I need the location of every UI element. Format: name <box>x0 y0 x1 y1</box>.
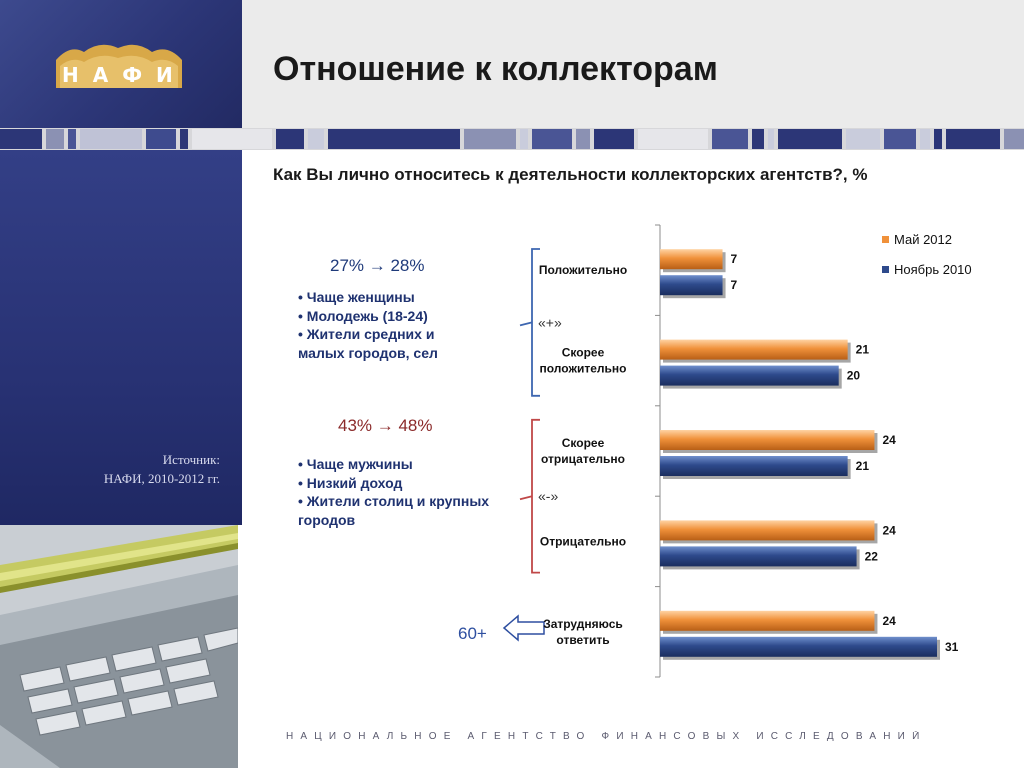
strip-block <box>934 129 942 149</box>
bar <box>660 456 848 476</box>
strip-block <box>308 129 324 149</box>
category-label: Отрицательно <box>540 534 626 548</box>
bar <box>660 546 857 567</box>
negative-bullets: • Чаще мужчины • Низкий доход • Жители с… <box>298 455 489 529</box>
data-label: 21 <box>856 459 870 473</box>
list-item: • Низкий доход <box>298 474 403 491</box>
strip-block <box>192 129 272 149</box>
strip-block <box>846 129 880 149</box>
data-label: 31 <box>945 640 959 654</box>
data-label: 21 <box>856 343 870 357</box>
data-label: 20 <box>847 369 861 383</box>
strip-block <box>920 129 930 149</box>
strip-block <box>180 129 188 149</box>
strip-block <box>638 129 708 149</box>
negative-change: 43% → 48% <box>338 416 433 435</box>
strip-block <box>594 129 634 149</box>
strip-block <box>768 129 774 149</box>
strip-block <box>752 129 764 149</box>
strip-block <box>532 129 572 149</box>
legend-swatch <box>882 266 889 273</box>
keyboard-photo <box>0 525 238 768</box>
survey-question: Как Вы лично относитесь к деятельности к… <box>273 165 868 184</box>
strip-block <box>328 129 460 149</box>
positive-bracket <box>531 248 540 397</box>
strip-block <box>0 129 42 149</box>
attitude-bar-chart: 7 7 Положительно 21 20 Скорее положительно 24 21… <box>519 224 972 678</box>
category-label: ответить <box>556 633 609 647</box>
logo-text: НАФИ <box>62 63 187 87</box>
positive-change: 27% → 28% <box>330 256 425 275</box>
data-label: 7 <box>731 278 738 292</box>
category-label: Скорее <box>562 436 605 450</box>
positive-bracket-tip <box>519 321 533 327</box>
nafi-logo <box>56 44 182 88</box>
strip-block <box>1004 129 1024 149</box>
strip-block <box>946 129 1000 149</box>
list-item: малых городов, сел <box>298 344 438 361</box>
data-label: 24 <box>882 523 896 537</box>
negative-bracket-tip <box>519 495 533 501</box>
positive-group-label: «+» <box>538 314 562 330</box>
category-label: Затрудняюсь <box>543 617 623 631</box>
sidebar-panel <box>0 150 242 525</box>
list-item: • Молодежь (18-24) <box>298 307 428 324</box>
arrow-left-icon <box>502 614 545 642</box>
positive-bullets: • Чаще женщины • Молодежь (18-24) • Жите… <box>298 288 438 362</box>
strip-block <box>46 129 64 149</box>
strip-block <box>778 129 842 149</box>
negative-bracket <box>531 418 540 574</box>
decorative-strip <box>0 128 1024 150</box>
strip-block <box>884 129 916 149</box>
slide-title: Отношение к коллекторам <box>273 50 718 88</box>
source-label: Источник: <box>162 452 220 467</box>
strip-block <box>576 129 590 149</box>
bar <box>660 365 839 386</box>
bar <box>660 339 848 360</box>
bar <box>660 610 875 631</box>
strip-block <box>80 129 142 149</box>
list-item: • Жители средних и <box>298 326 435 342</box>
data-label: 22 <box>865 549 879 563</box>
list-item: городов <box>298 511 356 528</box>
source-value: НАФИ, 2010-2012 гг. <box>103 471 220 486</box>
data-label: 24 <box>882 614 896 628</box>
strip-block <box>712 129 748 149</box>
bar <box>660 636 937 657</box>
bar <box>660 275 723 296</box>
category-label: положительно <box>540 362 627 376</box>
list-item: • Чаще мужчины <box>298 456 413 472</box>
category-label: отрицательно <box>541 452 625 466</box>
strip-block <box>464 129 516 149</box>
category-label: Скорее <box>562 346 605 360</box>
legend-label: Май 2012 <box>894 232 952 247</box>
list-item: • Жители столиц и крупных <box>298 493 490 509</box>
data-label: 7 <box>731 252 738 266</box>
strip-block <box>146 129 176 149</box>
bar <box>660 520 875 541</box>
list-item: • Чаще женщины <box>298 289 415 305</box>
bar <box>660 249 723 270</box>
bar <box>660 430 875 450</box>
negative-group-label: «-» <box>538 488 558 504</box>
legend-label: Ноябрь 2010 <box>894 262 972 277</box>
age-60-plus-label: 60+ <box>458 624 487 643</box>
legend-swatch <box>882 236 889 243</box>
footer-text: НАЦИОНАЛЬНОЕ АГЕНТСТВО ФИНАНСОВЫХ ИССЛЕД… <box>286 731 927 742</box>
strip-block <box>68 129 76 149</box>
strip-block <box>520 129 528 149</box>
category-label: Положительно <box>539 263 627 277</box>
strip-block <box>276 129 304 149</box>
data-label: 24 <box>882 433 896 447</box>
